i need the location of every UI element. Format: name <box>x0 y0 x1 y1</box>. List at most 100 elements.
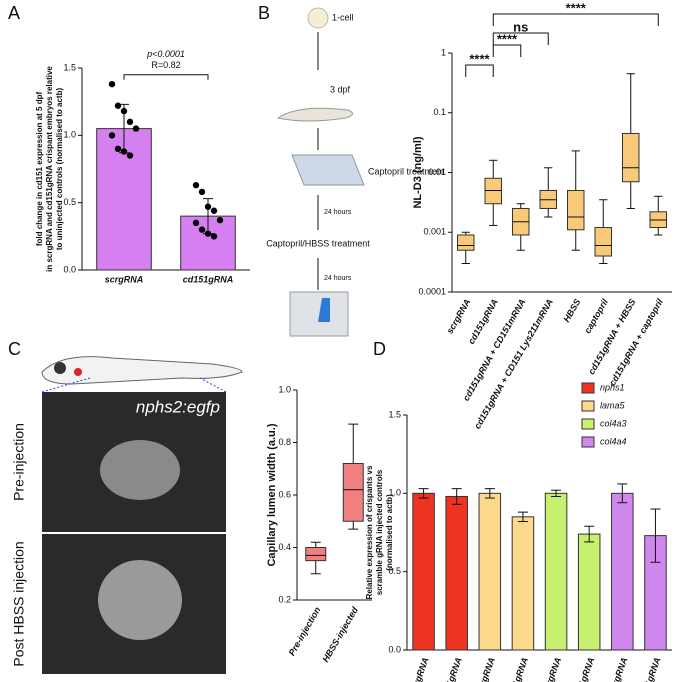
data-point <box>210 233 218 240</box>
y-tick-label: 1.5 <box>388 409 401 419</box>
x-tick-label: scrgRNA <box>408 656 431 682</box>
y-tick-label: 1.0 <box>278 384 291 394</box>
legend-label: col4a4 <box>600 436 627 446</box>
data-point <box>192 181 200 189</box>
panel-label: A <box>8 3 20 23</box>
annotation: **** <box>497 31 518 46</box>
y-axis-label: Capillary lumen width (a.u.) <box>266 423 278 566</box>
x-tick-label: cd151gRNA <box>570 656 597 682</box>
data-point <box>114 145 122 152</box>
fish-images: nphs2:egfp Pre-injection Post HBSS injec… <box>11 356 243 674</box>
data-point <box>126 118 134 126</box>
fish-diagram <box>41 356 243 385</box>
significance-bracket <box>492 44 522 57</box>
y-tick-label: 1 <box>441 47 446 57</box>
y-tick-label: 0.01 <box>428 167 446 177</box>
kidney <box>74 368 82 376</box>
x-tick-label: captopril <box>582 297 610 335</box>
panel-label: C <box>8 339 21 359</box>
x-tick-label: HBSS-injected <box>320 605 360 664</box>
y-tick-label: 0.8 <box>278 437 291 447</box>
y-tick-label: 0.001 <box>423 227 446 237</box>
y-tick-label: 1.0 <box>63 130 76 140</box>
glomerulus <box>98 560 182 640</box>
legend-label: col4a3 <box>600 418 627 428</box>
egg <box>307 7 329 29</box>
protocol-diagram: 1-cell 3 dpf Captopril treatment 24 hour… <box>266 7 445 337</box>
annotation: ns <box>513 19 528 34</box>
y-tick-label: 0.0 <box>388 644 401 654</box>
zoom-line <box>41 377 91 393</box>
legend-label: lama5 <box>600 400 626 410</box>
data-point <box>108 132 116 139</box>
step-label: 3 dpf <box>330 84 351 94</box>
bar <box>412 492 435 651</box>
x-tick-label: scrgRNA <box>445 297 473 335</box>
y-axis-label: to uninjected controls (normalised to ac… <box>55 88 64 251</box>
significance-bracket <box>492 32 549 45</box>
annotation: p<0.0001 <box>146 49 185 59</box>
reader <box>289 291 349 337</box>
data-point <box>126 152 134 159</box>
legend-swatch <box>581 436 595 448</box>
bar <box>511 516 535 651</box>
step-label: 24 hours <box>324 209 352 216</box>
y-axis-label: fold change in cd151 expression at 5 dpf <box>35 92 44 247</box>
y-tick-label: 0.5 <box>63 197 76 207</box>
bar <box>611 492 634 651</box>
row-label: Post HBSS injection <box>11 541 27 666</box>
y-tick-label: 0.4 <box>278 542 291 552</box>
reader-window <box>318 298 330 322</box>
legend-swatch <box>581 418 595 430</box>
glomerulus <box>100 440 180 500</box>
panel-label: B <box>258 3 270 23</box>
zoom-line <box>199 377 227 393</box>
data-point <box>192 219 200 227</box>
annotation: **** <box>566 0 587 15</box>
step-label: 1-cell <box>332 12 354 22</box>
y-tick-label: 1.5 <box>63 62 76 72</box>
x-tick-label: cd151gRNA + captopril <box>607 297 665 388</box>
box <box>305 547 327 562</box>
x-tick-label: Pre-injection <box>287 605 323 658</box>
box <box>594 227 612 257</box>
significance-bracket <box>465 64 494 77</box>
bar <box>478 492 502 651</box>
y-tick-label: 0.0 <box>63 264 76 274</box>
y-axis-label: (normalised to actb) <box>385 494 394 571</box>
y-tick-label: 1.0 <box>388 488 401 498</box>
annotation: **** <box>469 51 490 66</box>
box <box>622 132 640 183</box>
box <box>342 463 364 522</box>
y-axis-label: NL-D3 (ng/ml) <box>412 136 424 208</box>
data-point <box>114 102 122 109</box>
bar <box>445 495 468 651</box>
larva <box>276 107 353 122</box>
y-axis-label: in scrgRNA and cd151gRNA crispant embryo… <box>45 66 54 272</box>
y-tick-label: 0.0001 <box>418 286 446 296</box>
data-point <box>120 107 128 115</box>
data-point <box>108 80 116 88</box>
legend-label: nphs1 <box>600 382 625 392</box>
x-tick-label: scrgRNA <box>607 656 630 682</box>
data-point <box>120 148 128 155</box>
significance-bracket <box>492 13 659 26</box>
x-tick-label: cd151gRNA <box>503 656 530 682</box>
data-point <box>198 188 206 196</box>
data-point <box>204 230 212 237</box>
box <box>567 189 585 231</box>
data-point <box>132 125 140 132</box>
plate <box>291 154 365 186</box>
y-axis-label: scramble gRNA injected controls <box>375 469 384 595</box>
y-tick-label: 0.5 <box>388 566 401 576</box>
step-label: 24 hours <box>324 275 352 282</box>
panel-label: D <box>373 339 386 359</box>
bar <box>577 533 601 651</box>
fish-eye <box>54 362 66 374</box>
x-tick-label: scrgRNA <box>474 656 497 682</box>
step-label: Captopril treatment <box>368 166 445 176</box>
box <box>457 234 475 251</box>
x-tick-label: scrgRNA <box>105 274 144 284</box>
data-point <box>198 226 206 233</box>
